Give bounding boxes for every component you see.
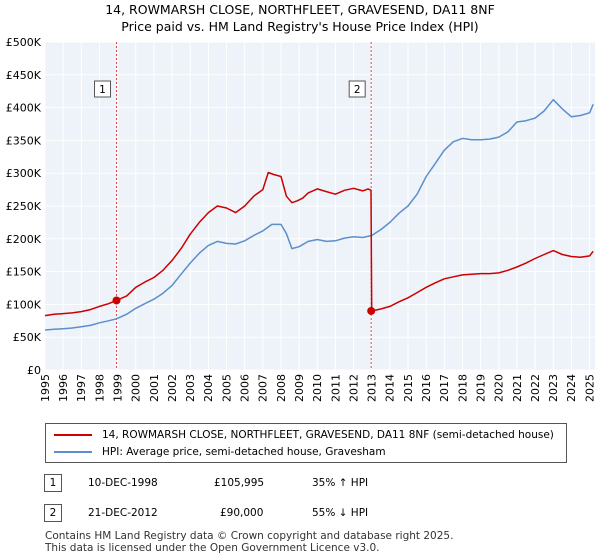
sale-badge-2 — [348, 80, 366, 98]
x-tick-label: 2024 — [565, 374, 578, 402]
x-tick-label: 2017 — [438, 374, 451, 402]
axes: £0 £50K £100K £150K £200K £250K £300K £350K £400… — [6, 36, 597, 402]
sale-point-2 — [367, 306, 376, 315]
x-tick-label: 2010 — [311, 374, 324, 402]
x-tick-label: 2002 — [166, 374, 179, 402]
x-tick-label: 2005 — [220, 374, 233, 402]
legend: 14, ROWMARSH CLOSE, NORTHFLEET, GRAVESEN… — [45, 423, 567, 463]
sale-badge-label-1: 1 — [99, 84, 106, 96]
chart-subtitle: Price paid vs. HM Land Registry's House … — [121, 19, 479, 34]
x-tick-label: 1995 — [39, 374, 52, 402]
x-tick-label: 2013 — [366, 374, 379, 402]
y-tick-label: £150K — [6, 266, 42, 279]
transaction-hpi-2: 55% ↓ HPI — [312, 507, 369, 519]
y-tick-label: £450K — [6, 69, 42, 82]
transaction-row-2: 2 21-DEC-2012 £90,000 55% ↓ HPI — [44, 504, 564, 524]
x-tick-label: 2016 — [420, 374, 433, 402]
x-tick-label: 2007 — [257, 374, 270, 402]
x-tick-label: 1998 — [93, 374, 106, 402]
x-tick-label: 2006 — [239, 374, 252, 402]
legend-label-hpi: HPI: Average price, semi-detached house,… — [102, 446, 386, 458]
sale-badge-label-2: 2 — [354, 84, 361, 96]
x-tick-label: 2008 — [275, 374, 288, 402]
sale-points — [112, 296, 376, 315]
y-tick-label: £100K — [6, 298, 42, 311]
transaction-price-1: £105,995 — [214, 477, 265, 489]
y-tick-label: £250K — [6, 200, 42, 213]
x-tick-label: 2021 — [511, 374, 524, 402]
transaction-date-2: 21-DEC-2012 — [88, 507, 158, 519]
x-tick-label: 2009 — [293, 374, 306, 402]
x-tick-label: 2004 — [202, 374, 215, 402]
sale-point-1 — [112, 296, 121, 305]
x-tick-label: 1997 — [75, 374, 88, 402]
y-tick-label: £350K — [6, 134, 42, 147]
series-lines — [44, 98, 594, 331]
legend-label-property: 14, ROWMARSH CLOSE, NORTHFLEET, GRAVESEN… — [102, 429, 554, 441]
x-tick-label: 2001 — [148, 374, 161, 402]
x-tick-label: 1999 — [111, 374, 124, 402]
y-tick-label: £50K — [13, 331, 42, 344]
legend-item-property: 14, ROWMARSH CLOSE, NORTHFLEET, GRAVESEN… — [54, 427, 554, 443]
y-tick-label: £300K — [6, 167, 42, 180]
footer-licence: This data is licensed under the Open Gov… — [45, 542, 380, 554]
x-tick-label: 2003 — [184, 374, 197, 402]
hpi-line — [44, 98, 594, 331]
y-tick-label: £500K — [6, 36, 42, 49]
x-tick-label: 2000 — [130, 374, 143, 402]
sale-badge-1 — [94, 80, 112, 98]
footer-copyright: Contains HM Land Registry data © Crown c… — [45, 530, 454, 542]
x-tick-label: 2019 — [474, 374, 487, 402]
x-tick-label: 2014 — [384, 374, 397, 402]
x-tick-label: 2011 — [329, 374, 342, 402]
x-tick-label: 2022 — [529, 374, 542, 402]
transaction-badge-2: 2 — [44, 504, 62, 522]
legend-item-hpi: HPI: Average price, semi-detached house,… — [54, 444, 386, 460]
y-tick-label: £200K — [6, 233, 42, 246]
x-tick-label: 2023 — [547, 374, 560, 402]
x-tick-label: 2020 — [493, 374, 506, 402]
y-tick-label: £0 — [27, 364, 41, 377]
x-tick-label: 1996 — [57, 374, 70, 402]
transaction-date-1: 10-DEC-1998 — [88, 477, 158, 489]
transaction-badge-1: 1 — [44, 474, 62, 492]
x-tick-label: 2025 — [583, 374, 596, 402]
legend-swatch-red — [54, 434, 92, 436]
transaction-row-1: 1 10-DEC-1998 £105,995 35% ↑ HPI — [44, 474, 564, 494]
x-tick-label: 2018 — [456, 374, 469, 402]
property-price-line — [44, 171, 594, 317]
transaction-price-2: £90,000 — [220, 507, 264, 519]
legend-swatch-blue — [54, 451, 92, 453]
x-tick-label: 2012 — [347, 374, 360, 402]
y-tick-label: £400K — [6, 102, 42, 115]
x-tick-label: 2015 — [402, 374, 415, 402]
transaction-hpi-1: 35% ↑ HPI — [312, 477, 369, 489]
chart-title: 14, ROWMARSH CLOSE, NORTHFLEET, GRAVESEN… — [105, 2, 495, 17]
